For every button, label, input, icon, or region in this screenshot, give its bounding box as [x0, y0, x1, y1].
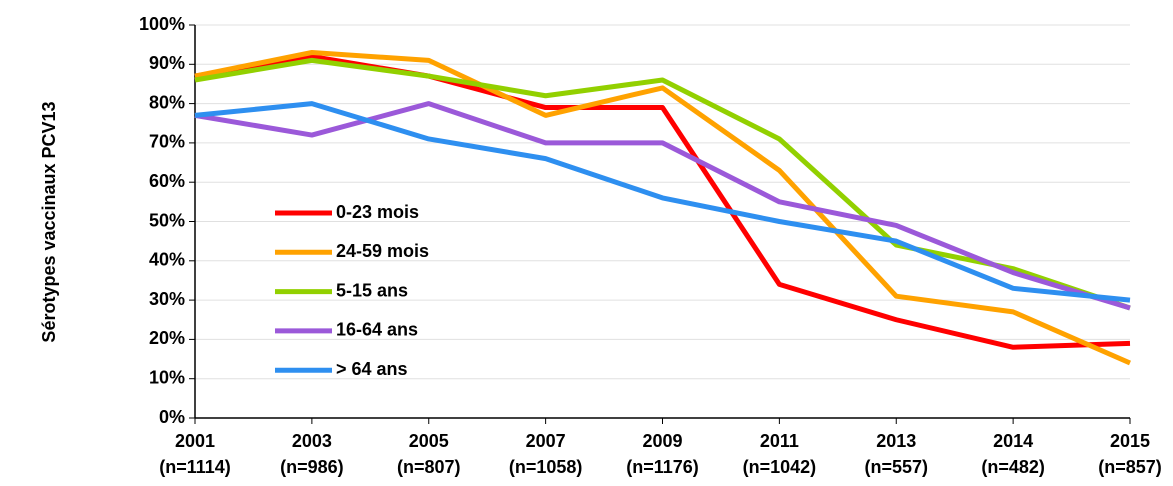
x-tick-label: (n=1042) — [743, 457, 817, 477]
series-line — [194, 101, 1131, 311]
y-tick-label: 80% — [149, 92, 185, 112]
y-tick-label: 0% — [159, 407, 185, 427]
series-line — [194, 53, 1131, 350]
legend-label: 16-64 ans — [336, 320, 418, 340]
y-tick-label: 60% — [149, 171, 185, 191]
x-tick-label: (n=1114) — [159, 457, 231, 477]
y-tick-label: 90% — [149, 53, 185, 73]
x-tick-label: (n=857) — [1098, 457, 1162, 477]
legend-label: 0-23 mois — [336, 202, 419, 222]
y-axis-label: Sérotypes vaccinaux PCV13 — [39, 101, 59, 342]
y-tick-label: 40% — [149, 250, 185, 270]
x-tick-label: (n=482) — [981, 457, 1045, 477]
x-tick-label: 2007 — [526, 431, 566, 451]
x-tick-label: (n=557) — [864, 457, 928, 477]
y-tick-label: 50% — [149, 210, 185, 230]
y-tick-label: 20% — [149, 328, 185, 348]
series-line — [194, 57, 1131, 311]
y-tick-label: 30% — [149, 289, 185, 309]
series-line — [194, 101, 1131, 303]
x-tick-label: 2015 — [1110, 431, 1150, 451]
legend-label: 5-15 ans — [336, 280, 408, 300]
x-tick-label: 2013 — [876, 431, 916, 451]
legend-label: 24-59 mois — [336, 241, 429, 261]
x-tick-label: (n=1176) — [626, 457, 699, 477]
x-tick-label: (n=1058) — [509, 457, 583, 477]
series-line — [194, 50, 1132, 366]
x-tick-label: (n=807) — [397, 457, 461, 477]
x-tick-label: 2003 — [292, 431, 332, 451]
x-tick-label: (n=986) — [280, 457, 344, 477]
x-tick-label: 2014 — [993, 431, 1033, 451]
legend-label: > 64 ans — [336, 359, 408, 379]
y-tick-label: 70% — [149, 132, 185, 152]
x-tick-label: 2011 — [760, 431, 799, 451]
x-tick-label: 2009 — [642, 431, 682, 451]
x-tick-label: 2005 — [409, 431, 449, 451]
y-tick-label: 10% — [149, 367, 185, 387]
x-tick-label: 2001 — [175, 431, 215, 451]
y-tick-label: 100% — [139, 14, 185, 34]
